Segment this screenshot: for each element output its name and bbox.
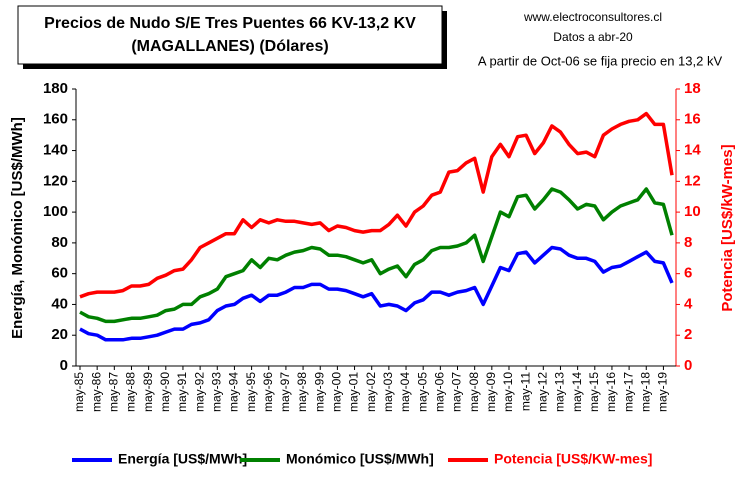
legend-label: Monómico [US$/MWh] <box>286 451 434 467</box>
chart-title: Precios de Nudo S/E Tres Puentes 66 KV-1… <box>44 15 416 32</box>
y2-tick-label: 8 <box>684 234 692 251</box>
y2-tick-label: 2 <box>684 326 692 343</box>
x-tick-label: may-93 <box>209 372 223 412</box>
series-line <box>79 187 674 324</box>
y2-tick-label: 4 <box>684 295 693 312</box>
date-note: Datos a abr-20 <box>553 30 633 44</box>
x-tick-label: may-00 <box>330 372 344 412</box>
x-tick-label: may-01 <box>347 372 361 412</box>
x-tick-label: may-08 <box>467 372 481 412</box>
x-tick-label: may-95 <box>244 372 258 412</box>
y2-tick-label: 0 <box>684 357 692 374</box>
series-line <box>79 245 674 342</box>
y-tick-label: 40 <box>51 295 68 312</box>
y-tick-label: 0 <box>60 357 68 374</box>
legend-label: Potencia [US$/KW-mes] <box>494 451 652 467</box>
x-tick-label: may-99 <box>312 372 326 412</box>
x-tick-label: may-12 <box>535 372 549 412</box>
x-tick-label: may-11 <box>518 372 532 411</box>
x-tick-label: may-97 <box>278 372 292 412</box>
x-tick-label: may-02 <box>364 372 378 412</box>
y-tick-label: 100 <box>43 203 68 220</box>
x-tick-label: may-07 <box>450 372 464 412</box>
y-tick-label: 140 <box>43 142 68 159</box>
title-box <box>17 5 443 65</box>
x-tick-label: may-09 <box>484 372 498 412</box>
x-tick-label: may-96 <box>261 372 275 412</box>
y-axis-title: Energía, Monómico [US$/MWh] <box>9 117 26 339</box>
y2-tick-label: 14 <box>684 142 701 159</box>
chart-subtitle: (MAGALLANES) (Dólares) <box>131 38 328 55</box>
x-tick-label: may-16 <box>604 372 618 412</box>
x-tick-label: may-06 <box>433 372 447 412</box>
x-tick-label: may-86 <box>89 372 103 412</box>
y-tick-label: 120 <box>43 172 68 189</box>
y-tick-label: 180 <box>43 80 68 97</box>
y2-tick-label: 10 <box>684 203 701 220</box>
x-tick-label: may-94 <box>227 372 241 412</box>
y-tick-label: 20 <box>51 326 68 343</box>
x-tick-label: may-89 <box>141 372 155 412</box>
x-tick-label: may-88 <box>124 372 138 412</box>
y-tick-label: 80 <box>51 234 68 251</box>
series-line <box>79 111 674 299</box>
x-tick-label: may-98 <box>295 372 309 412</box>
y2-tick-label: 6 <box>684 265 692 282</box>
y2-tick-label: 16 <box>684 111 701 128</box>
x-tick-label: may-87 <box>106 372 120 412</box>
y2-tick-label: 18 <box>684 80 701 97</box>
x-tick-label: may-13 <box>553 372 567 412</box>
x-tick-label: may-90 <box>158 372 172 412</box>
x-tick-label: may-92 <box>192 372 206 412</box>
annotation: A partir de Oct-06 se fija precio en 13,… <box>478 53 723 68</box>
legend-label: Energía [US$/MWh] <box>118 451 247 467</box>
y-tick-label: 60 <box>51 265 68 282</box>
x-tick-label: may-85 <box>72 372 86 412</box>
x-tick-label: may-17 <box>621 372 635 412</box>
x-tick-label: may-18 <box>638 372 652 412</box>
y2-tick-label: 12 <box>684 172 701 189</box>
x-tick-label: may-19 <box>656 372 670 412</box>
x-tick-label: may-04 <box>398 372 412 412</box>
x-tick-label: may-91 <box>175 372 189 412</box>
source: www.electroconsultores.cl <box>523 10 662 24</box>
y2-axis-title: Potencia [US$/kW-mes] <box>719 144 736 311</box>
x-tick-label: may-10 <box>501 372 515 412</box>
x-tick-label: may-15 <box>587 372 601 412</box>
x-tick-label: may-03 <box>381 372 395 412</box>
x-tick-label: may-05 <box>415 372 429 412</box>
x-tick-label: may-14 <box>570 372 584 412</box>
y-tick-label: 160 <box>43 111 68 128</box>
